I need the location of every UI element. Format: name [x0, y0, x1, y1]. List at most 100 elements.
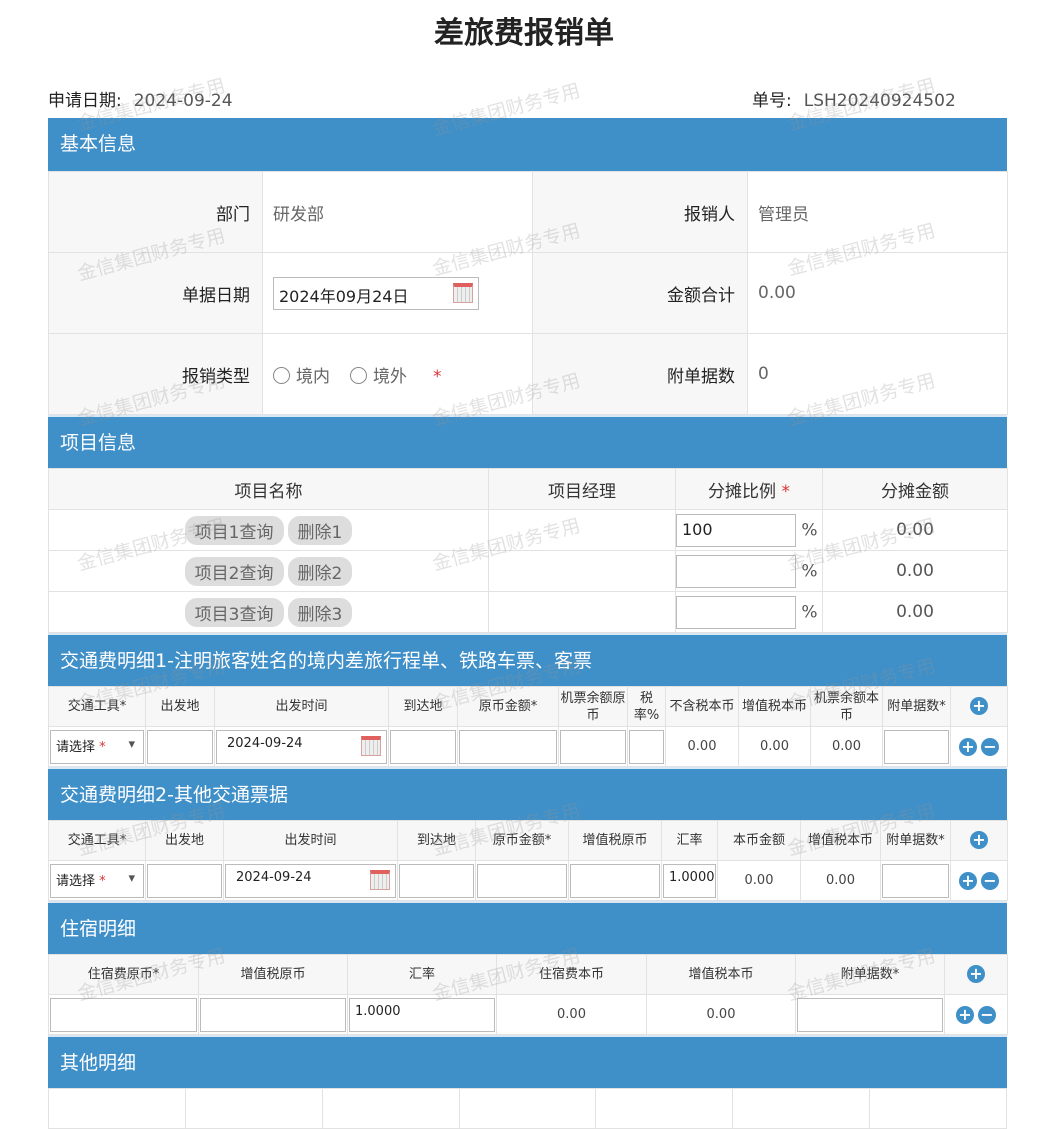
column-header: 出发地: [145, 686, 215, 727]
computed-value: 0.00: [646, 994, 796, 1035]
vehicle-select[interactable]: 请选择 * ▾: [50, 729, 144, 764]
section-header-transport2: 交通费明细2-其他交通票据: [48, 767, 1007, 820]
doc-number: 单号: LSH20240924502: [752, 91, 956, 111]
column-header: 出发地: [145, 820, 224, 861]
radio-domestic[interactable]: 境内: [273, 366, 330, 387]
form: 基本信息 部门 研发部 报销人 管理员 单据日期 2024年09月24日 金额合计 0.00…: [48, 118, 1008, 1129]
detail-input[interactable]: [570, 863, 660, 898]
attach-label: 附单据数: [532, 333, 748, 415]
detail-input[interactable]: [477, 863, 567, 898]
doc-date-input[interactable]: 2024年09月24日: [273, 276, 479, 310]
col-project-manager: 项目经理: [488, 468, 676, 510]
date-label: 单据日期: [48, 252, 263, 334]
allocated-amount: 0.00: [822, 509, 1008, 551]
column-header: 增值税原币: [198, 954, 348, 995]
radio-icon[interactable]: [350, 366, 367, 384]
column-header: 机票余额原币: [558, 686, 628, 727]
project-row: 项目3查询 删除3 % 0.00: [48, 591, 1008, 633]
radio-overseas[interactable]: 境外: [350, 366, 407, 387]
page-title: 差旅费报销单: [434, 16, 614, 51]
departure-date-input[interactable]: 2024-09-24: [216, 729, 387, 764]
detail-input[interactable]: 1.0000: [349, 997, 495, 1032]
project-query-button[interactable]: 项目3查询: [184, 597, 284, 627]
column-header: 住宿费原币*: [48, 954, 199, 995]
computed-value: 0.00: [800, 860, 881, 901]
detail-input[interactable]: [147, 863, 222, 898]
other-table: [48, 1088, 1007, 1129]
calendar-icon[interactable]: [453, 282, 473, 303]
add-row-icon[interactable]: +: [956, 1005, 974, 1024]
detail-input[interactable]: [399, 863, 474, 898]
detail-row: 1.0000 0.00 0.00 + −: [48, 994, 1008, 1035]
dept-label: 部门: [48, 171, 263, 253]
remove-row-icon[interactable]: −: [978, 1005, 996, 1024]
detail-input[interactable]: [390, 729, 456, 764]
column-header: 增值税原币: [568, 820, 662, 861]
add-row-icon[interactable]: +: [967, 965, 985, 983]
remove-row-icon[interactable]: −: [981, 737, 999, 756]
ratio-input[interactable]: 100: [676, 513, 796, 547]
departure-date-input[interactable]: 2024-09-24: [225, 863, 396, 898]
lodging-table: 住宿费原币* 增值税原币 汇率 住宿费本币 增值税本币 附单据数* +1.0000 0.00 0…: [48, 954, 1008, 1035]
project-delete-button[interactable]: 删除1: [287, 515, 353, 545]
detail-input[interactable]: [884, 729, 949, 764]
col-project-name: 项目名称: [48, 468, 489, 510]
add-row-icon[interactable]: +: [970, 697, 988, 715]
percent-sign: %: [801, 602, 818, 622]
column-header: 汇率: [347, 954, 497, 995]
vehicle-select[interactable]: 请选择 * ▾: [50, 863, 144, 898]
total-value: 0.00: [747, 252, 1008, 334]
project-query-button[interactable]: 项目2查询: [184, 556, 284, 586]
detail-input[interactable]: [147, 729, 213, 764]
column-header: 到达地: [388, 686, 458, 727]
column-header: 交通工具*: [48, 820, 146, 861]
column-header: 附单据数*: [882, 686, 951, 727]
claimant-label: 报销人: [532, 171, 748, 253]
column-header: 交通工具*: [48, 686, 146, 727]
project-delete-button[interactable]: 删除3: [287, 597, 353, 627]
computed-value: 0.00: [738, 726, 811, 767]
detail-input[interactable]: 1.0000: [663, 863, 716, 898]
allocated-amount: 0.00: [822, 550, 1008, 592]
apply-date: 申请日期: 2024-09-24: [48, 91, 233, 111]
project-delete-button[interactable]: 删除2: [287, 556, 353, 586]
section-header-transport1: 交通费明细1-注明旅客姓名的境内差旅行程单、铁路车票、客票: [48, 633, 1007, 686]
type-label: 报销类型: [48, 333, 263, 415]
computed-value: 0.00: [810, 726, 883, 767]
detail-input[interactable]: [50, 997, 197, 1032]
basic-info-table: 部门 研发部 报销人 管理员 单据日期 2024年09月24日 金额合计 0.00 报销类型…: [48, 171, 1008, 415]
detail-input[interactable]: [560, 729, 626, 764]
column-header: 增值税本币: [646, 954, 796, 995]
computed-value: 0.00: [717, 860, 801, 901]
ratio-input[interactable]: [676, 554, 796, 588]
computed-value: 0.00: [496, 994, 647, 1035]
remove-row-icon[interactable]: −: [981, 871, 999, 890]
calendar-icon[interactable]: [361, 735, 381, 756]
required-mark: *: [433, 366, 442, 387]
claimant-value: 管理员: [747, 171, 1008, 253]
detail-input[interactable]: [882, 863, 949, 898]
detail-input[interactable]: [200, 997, 346, 1032]
column-header: 汇率: [661, 820, 718, 861]
allocated-amount: 0.00: [822, 591, 1008, 633]
percent-sign: %: [801, 561, 818, 581]
add-row-icon[interactable]: +: [959, 737, 977, 756]
column-header: 机票余额本币: [810, 686, 883, 727]
detail-input[interactable]: [459, 729, 557, 764]
attach-value: 0: [747, 333, 1008, 415]
detail-input[interactable]: [629, 729, 664, 764]
column-header: 出发时间: [214, 686, 389, 727]
column-header: 附单据数*: [795, 954, 945, 995]
add-row-icon[interactable]: +: [959, 871, 977, 890]
ratio-input[interactable]: [676, 595, 796, 629]
column-header: 出发时间: [223, 820, 398, 861]
transport2-table: 交通工具* 出发地 出发时间 到达地 原币金额* 增值税原币 汇率 本币金额 增值税本币 附单据数…: [48, 820, 1008, 901]
project-query-button[interactable]: 项目1查询: [184, 515, 284, 545]
calendar-icon[interactable]: [370, 869, 390, 890]
section-header-lodging: 住宿明细: [48, 901, 1007, 954]
add-row-icon[interactable]: +: [970, 831, 988, 849]
detail-input[interactable]: [797, 997, 943, 1032]
detail-row: 请选择 * ▾ 2024-09-24 1.0000 0.00 0.00 + −: [48, 860, 1008, 901]
radio-icon[interactable]: [273, 366, 290, 384]
section-header-project: 项目信息: [48, 415, 1007, 468]
